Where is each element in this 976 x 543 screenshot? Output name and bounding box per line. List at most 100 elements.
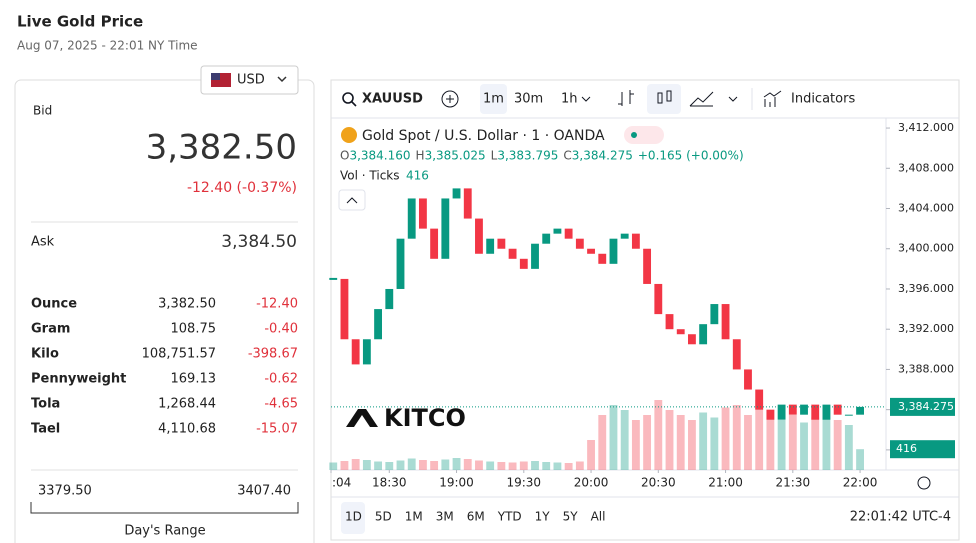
range-button[interactable]: 5Y (563, 510, 579, 524)
interval[interactable]: 1h (561, 92, 578, 107)
candle (452, 188, 461, 199)
unit-change: -0.62 (264, 372, 298, 387)
candle (587, 248, 595, 254)
range-button[interactable]: 1D (345, 510, 362, 524)
watermark-logo (346, 409, 378, 427)
candle (430, 228, 439, 259)
candle (710, 304, 719, 325)
range-button[interactable]: YTD (497, 510, 522, 524)
unit-name: Tola (31, 397, 60, 412)
candle (822, 404, 831, 420)
unit-name: Gram (31, 322, 70, 337)
ohlc-key: L (491, 149, 498, 163)
candle (856, 406, 864, 415)
x-tick-label: 21:30 (776, 476, 811, 490)
volume-bar (654, 400, 663, 470)
x-tick-label: 19:00 (439, 476, 474, 490)
bid-price: 3,382.50 (146, 128, 297, 168)
range-bar (30, 502, 299, 514)
x-tick-label: :04 (332, 476, 351, 490)
candle (396, 238, 405, 289)
bid-change: -12.40 (-0.37%) (187, 180, 297, 196)
x-tick-label: 20:30 (641, 476, 676, 490)
candle (486, 238, 495, 254)
volume-value: 416 (406, 169, 429, 183)
volume-bar (564, 463, 573, 470)
status-dot (631, 132, 637, 138)
candle-style[interactable] (647, 84, 681, 114)
range-button[interactable]: 3M (436, 510, 454, 524)
candle (385, 288, 394, 310)
add-symbol[interactable] (441, 90, 459, 108)
candle (721, 304, 730, 340)
interval[interactable]: 30m (514, 92, 543, 107)
volume-bar (844, 425, 853, 470)
volume-bar (620, 410, 629, 470)
x-tick-label: 20:00 (574, 476, 609, 490)
unit-price: 3,382.50 (158, 297, 216, 312)
settings-icon[interactable] (917, 476, 931, 490)
volume-bar (587, 440, 595, 470)
symbol[interactable]: XAUUSD (362, 92, 423, 107)
ohlc-value: 3,384.160 (349, 149, 410, 163)
volume-bar (777, 420, 786, 470)
unit-change: -15.07 (256, 422, 298, 437)
volume-bar (766, 410, 775, 470)
candle (609, 238, 618, 264)
unit-name: Ounce (31, 297, 77, 312)
add-symbol (446, 95, 454, 103)
volume-bar (710, 417, 719, 470)
volume-bar (721, 407, 730, 470)
unit-change: -0.40 (264, 322, 298, 337)
range-button[interactable]: 5D (375, 510, 392, 524)
status-badge (624, 126, 664, 144)
volume-bar (643, 415, 652, 470)
candle (418, 198, 427, 229)
candle (777, 404, 786, 420)
interval[interactable]: 1m (483, 92, 504, 107)
ohlc-key: O (340, 149, 349, 163)
volume-bar (374, 461, 383, 470)
area-style[interactable] (689, 91, 714, 107)
range-button[interactable]: All (591, 510, 606, 524)
candle-icon (657, 92, 663, 104)
chart-widget (330, 79, 960, 541)
ask-price: 3,384.50 (221, 232, 297, 252)
clock: 22:01:42 UTC-4 (850, 510, 951, 525)
volume-bar (631, 420, 640, 470)
range-button[interactable]: 1M (405, 510, 423, 524)
volume-bar (463, 459, 472, 470)
unit-price: 108.75 (171, 322, 217, 337)
last-price-label: 3,384.275 (898, 400, 954, 413)
volume-bar (486, 461, 495, 470)
unit-change: -12.40 (256, 297, 298, 312)
unit-name: Pennyweight (31, 372, 126, 387)
unit-name: Tael (31, 422, 60, 437)
indicators[interactable]: Indicators (791, 92, 855, 107)
candle (374, 309, 383, 340)
bar-style[interactable] (618, 90, 634, 106)
page-title: Live Gold Price (17, 13, 143, 31)
candle (463, 188, 472, 219)
indicators-icon (763, 90, 782, 107)
candle (688, 334, 696, 345)
search-icon[interactable] (342, 92, 354, 104)
candle (351, 339, 360, 365)
timestamp: Aug 07, 2025 - 22:01 NY Time (17, 39, 198, 53)
ohlc-key: H (416, 149, 425, 163)
ohlc-change: +0.165 (+0.00%) (638, 149, 744, 163)
range-button[interactable]: 1Y (535, 510, 551, 524)
ask-label: Ask (31, 235, 55, 250)
volume-bar (800, 422, 808, 470)
candle (475, 218, 483, 254)
candle (766, 409, 775, 420)
volume-bar (418, 460, 427, 470)
range-button[interactable]: 6M (467, 510, 485, 524)
volume-bar (755, 400, 764, 470)
volume-bar (699, 412, 708, 470)
volume-bar (430, 461, 439, 470)
candle (497, 238, 506, 249)
volume-bar (744, 415, 752, 470)
quote-card (14, 79, 315, 543)
collapse-button[interactable] (338, 189, 366, 211)
